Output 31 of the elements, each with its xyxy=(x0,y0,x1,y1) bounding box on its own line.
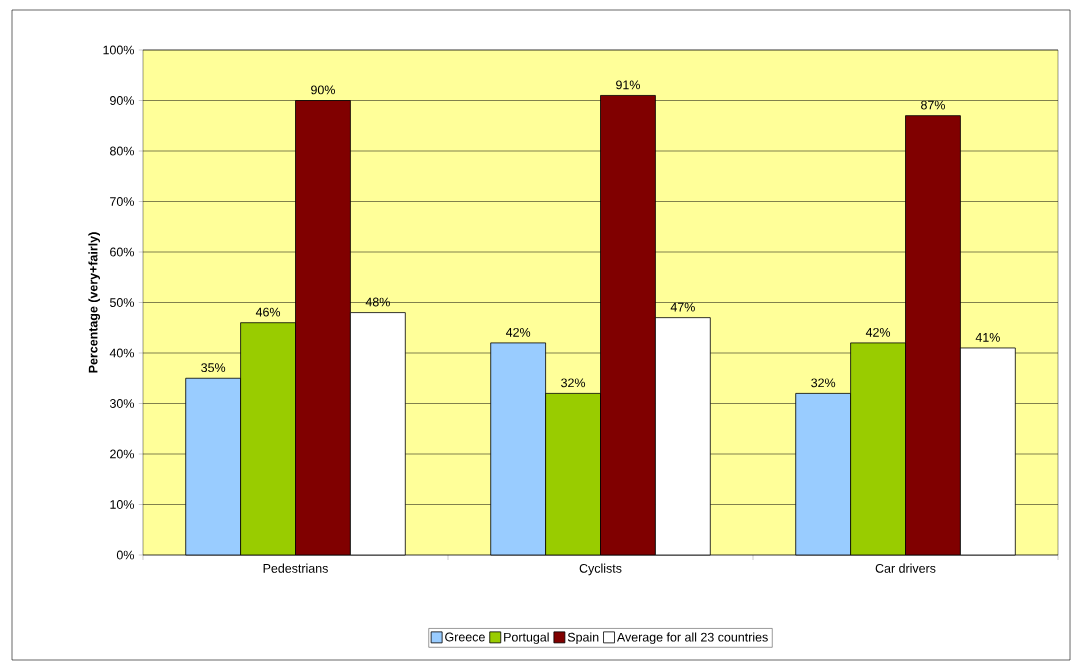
y-tick-label: 100% xyxy=(103,45,134,55)
y-tick-label: 70% xyxy=(110,197,134,206)
data-label: 32% xyxy=(811,378,836,388)
data-label: 87% xyxy=(921,100,945,110)
y-tick-label: 60% xyxy=(110,247,134,257)
y-tick-label: 90% xyxy=(110,96,134,105)
x-tick-label: Pedestrians xyxy=(263,563,328,573)
y-tick-label: 80% xyxy=(110,146,134,156)
legend-label: Spain xyxy=(567,632,599,645)
y-tick-label: 40% xyxy=(109,348,134,358)
data-label: 48% xyxy=(365,297,390,307)
y-tick-label: 30% xyxy=(109,399,134,408)
data-label: 47% xyxy=(670,302,695,312)
x-tick-label: Cyclists xyxy=(579,563,622,576)
legend-label: Greece xyxy=(445,632,485,642)
y-tick-label: 20% xyxy=(110,449,134,459)
data-label: 32% xyxy=(561,378,586,388)
data-label: 35% xyxy=(201,363,226,373)
data-label: 46% xyxy=(255,307,281,317)
data-label: 42% xyxy=(505,327,531,337)
legend-label: Portugal xyxy=(504,632,549,645)
y-axis-title: Percentage (very+fairly) xyxy=(88,232,101,373)
legend-label: Average for all 23 countries xyxy=(616,632,768,645)
data-label: 90% xyxy=(311,85,335,95)
data-label: 91% xyxy=(616,80,640,90)
y-tick-label: 50% xyxy=(109,298,134,307)
x-tick-label: Car drivers xyxy=(875,563,936,573)
y-tick-label: 0% xyxy=(116,550,134,560)
data-label: 41% xyxy=(975,333,1000,342)
data-label: 42% xyxy=(865,327,891,337)
y-tick-label: 10% xyxy=(110,500,134,509)
